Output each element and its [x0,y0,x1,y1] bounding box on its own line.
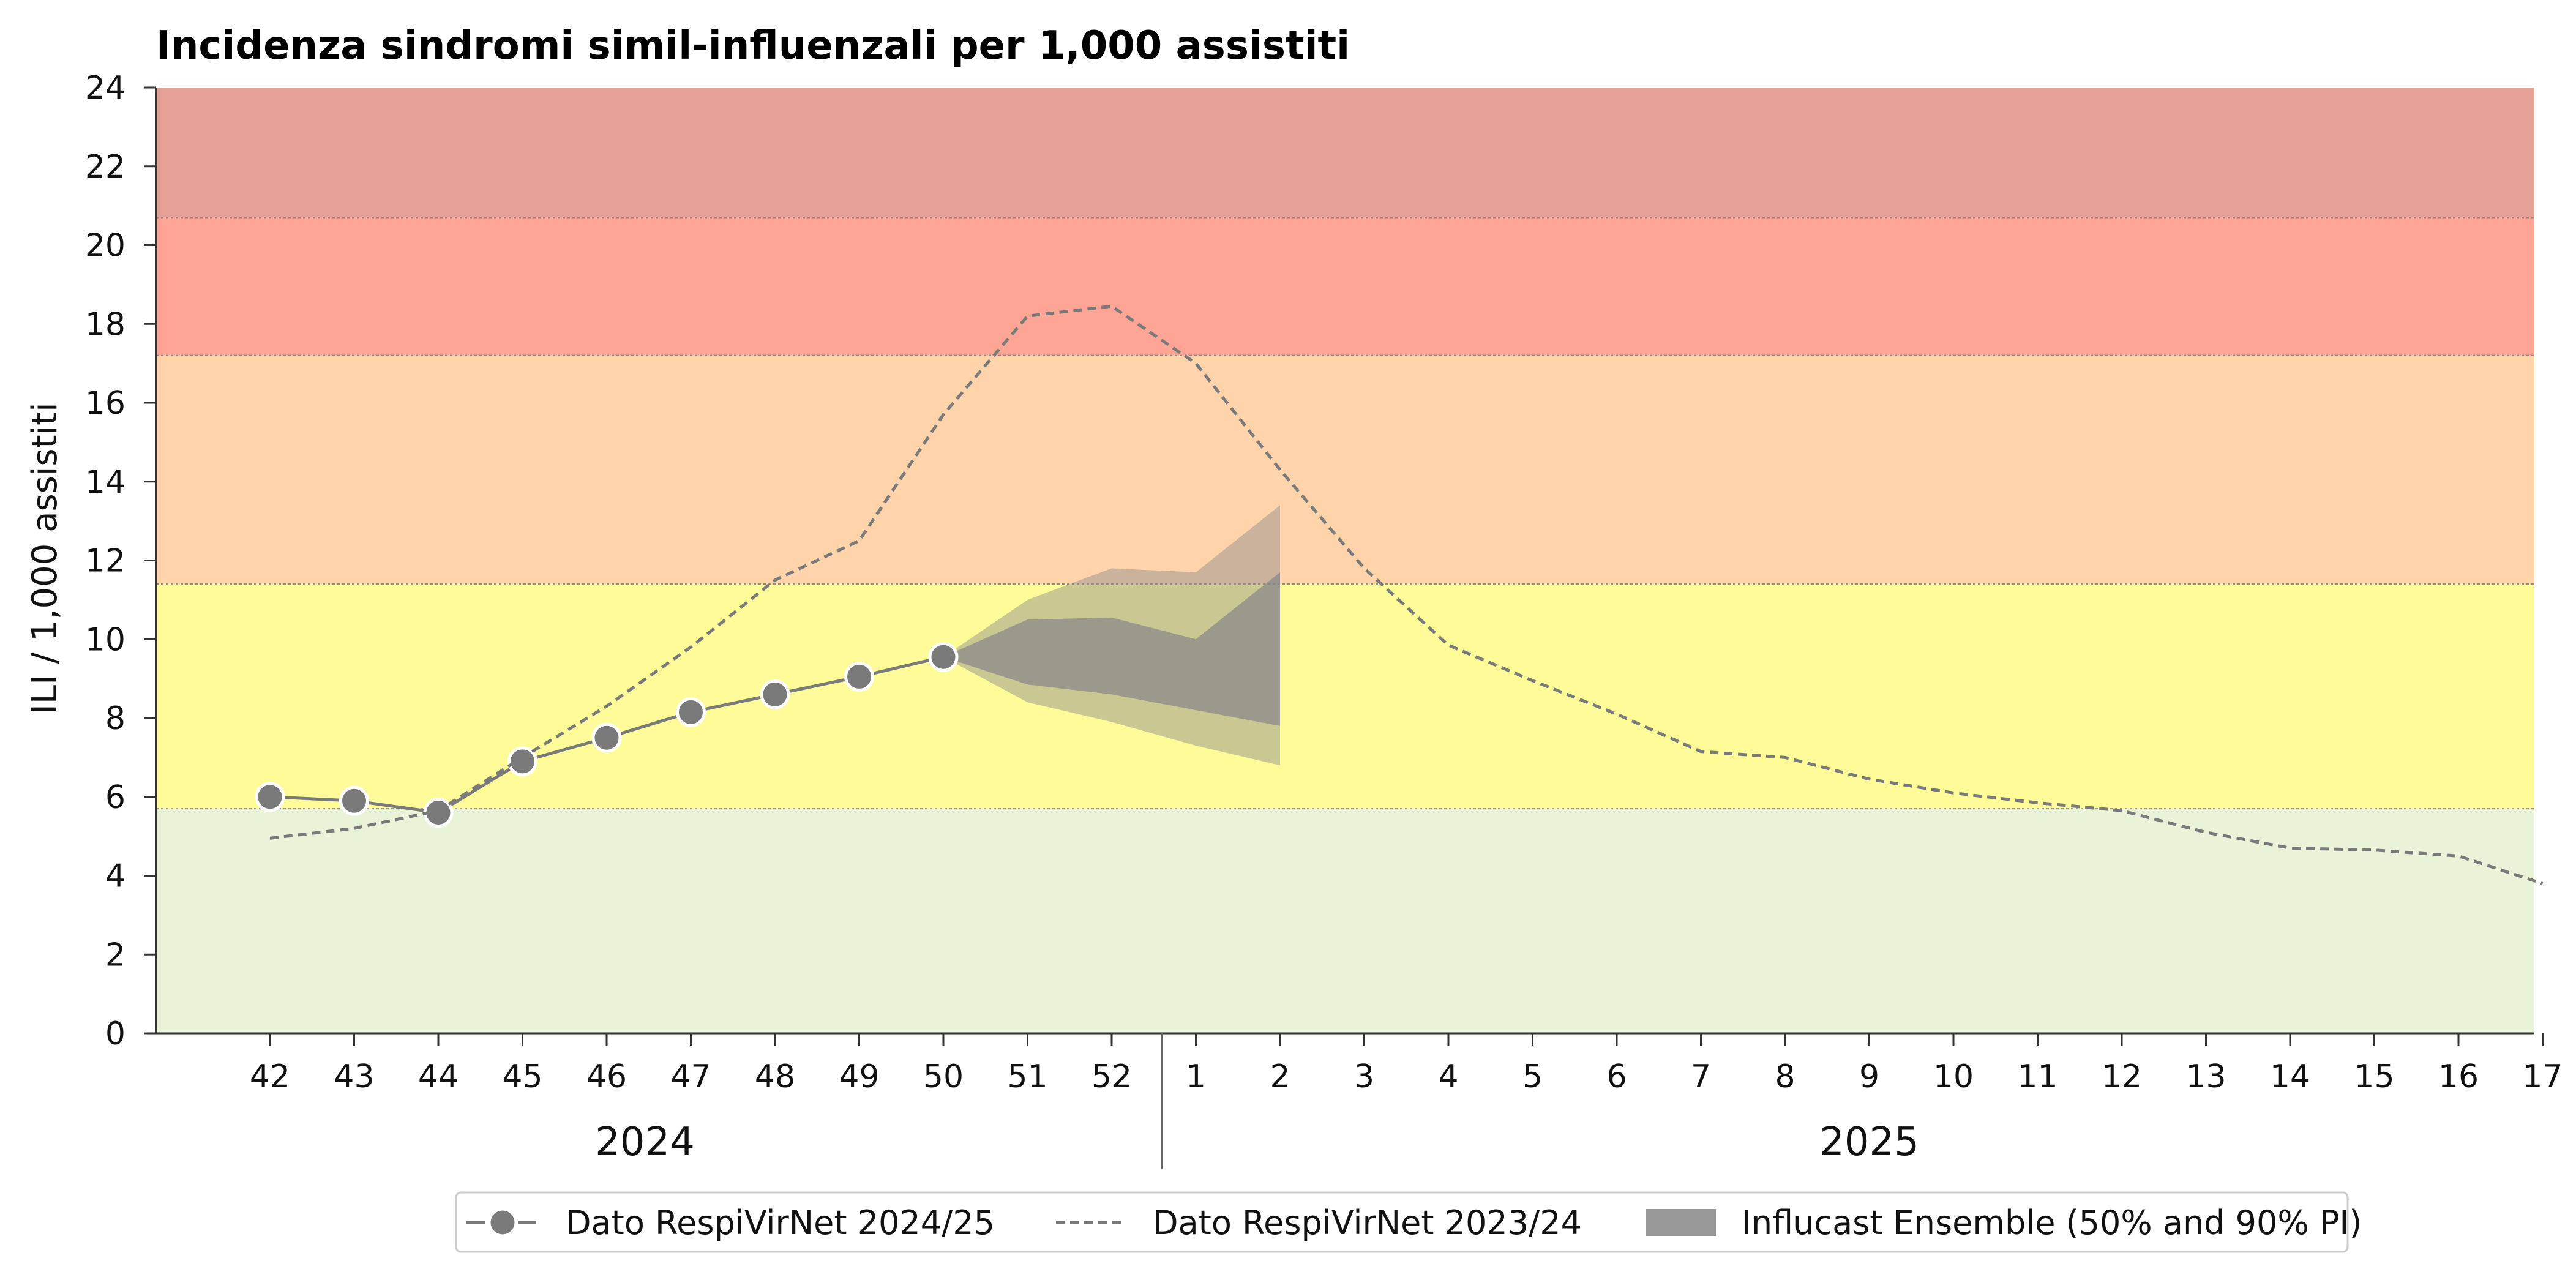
y-tick-label: 4 [105,858,125,895]
y-tick-label: 10 [85,621,125,658]
x-tick-label: 6 [1606,1058,1627,1095]
x-tick-label: 46 [586,1058,627,1095]
data-point [591,722,622,753]
x-tick-label: 47 [670,1058,711,1095]
x-tick-label: 13 [2185,1058,2226,1095]
x-tick-label: 50 [923,1058,964,1095]
y-tick-label: 24 [85,70,125,107]
x-tick-label: 8 [1775,1058,1795,1095]
y-tick-label: 6 [105,779,125,816]
legend-patch-forecast [1646,1209,1716,1236]
y-tick-label: 12 [85,543,125,580]
x-tick-label: 12 [2102,1058,2142,1095]
x-tick-label: 44 [418,1058,459,1095]
y-tick-label: 2 [105,937,125,973]
threshold-bands [156,88,2534,1033]
forecast-intervals [943,505,1280,766]
threshold-band-1 [156,584,2534,809]
data-point [844,661,874,692]
x-tick-label: 11 [2017,1058,2057,1095]
x-tick-label: 45 [502,1058,542,1095]
y-tick-label: 18 [85,306,125,343]
year-label-2024: 2024 [595,1120,695,1165]
legend-label-2024-25: Dato RespiVirNet 2024/25 [566,1203,995,1242]
data-point [760,679,790,709]
y-tick-label: 20 [85,228,125,264]
legend-marker-2024-25 [487,1207,518,1238]
y-tick-label: 22 [85,149,125,185]
chart-title: Incidenza sindromi simil-influenzali per… [156,23,1350,69]
y-tick-label: 0 [105,1016,125,1052]
legend-box [455,1191,2349,1253]
x-tick-label: 48 [755,1058,795,1095]
y-tick-label: 16 [85,385,125,422]
year-label-2025: 2025 [1819,1120,1919,1165]
x-tick-label: 42 [250,1058,290,1095]
legend: Dato RespiVirNet 2024/25 Dato RespiVirNet… [455,1191,2362,1253]
y-tick-label: 8 [105,700,125,737]
x-tick-label: 16 [2438,1058,2479,1095]
data-point [676,697,706,727]
y-axis-label: ILI / 1,000 assistiti [25,402,65,714]
threshold-band-3 [156,217,2534,356]
x-tick-label: 51 [1007,1058,1047,1095]
series-lines [255,304,2544,885]
threshold-band-2 [156,355,2534,585]
x-tick-label: 10 [1933,1058,1974,1095]
x-tick-label: 49 [839,1058,879,1095]
threshold-band-0 [156,809,2534,1033]
x-tick-label: 3 [1354,1058,1374,1095]
legend-label-2023-24: Dato RespiVirNet 2023/24 [1153,1203,1582,1242]
x-tick-label: 4 [1438,1058,1458,1095]
data-point [339,785,369,816]
x-tick-label: 5 [1522,1058,1543,1095]
x-tick-label: 52 [1091,1058,1132,1095]
x-tick-label: 15 [2354,1058,2394,1095]
x-tick-label: 43 [334,1058,374,1095]
data-point [507,746,537,777]
x-tick-label: 9 [1859,1058,1879,1095]
y-tick-label: 14 [85,464,125,501]
x-tick-label: 17 [2522,1058,2563,1095]
legend-label-forecast: Influcast Ensemble (50% and 90% PI) [1742,1203,2362,1242]
x-tick-label: 2 [1270,1058,1290,1095]
x-tick-label: 7 [1691,1058,1711,1095]
x-tick-label: 1 [1186,1058,1206,1095]
threshold-band-4 [156,88,2534,218]
x-tick-label: 14 [2270,1058,2310,1095]
data-point [255,782,285,812]
data-point [928,642,959,672]
forecast-pi50-area [943,572,1280,726]
